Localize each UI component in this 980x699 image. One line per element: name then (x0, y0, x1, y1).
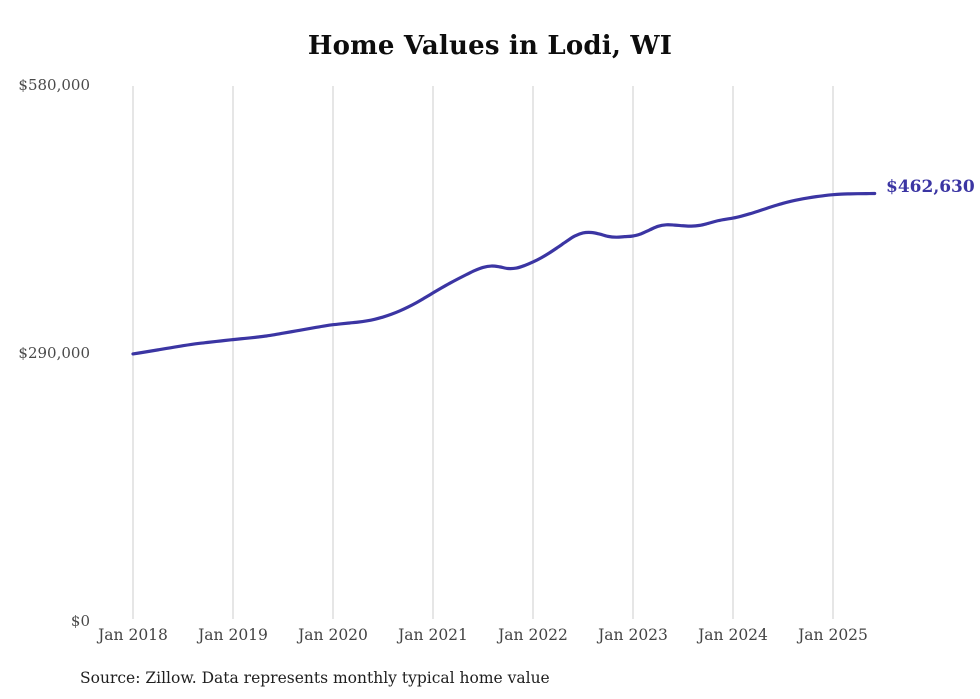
home-value-line (131, 191, 877, 356)
gridlines (132, 86, 834, 619)
x-tick-label: Jan 2024 (698, 626, 768, 644)
y-tick-label: $290,000 (18, 344, 90, 362)
current-value-label: $462,630 (886, 177, 975, 197)
y-tick-label: $580,000 (18, 76, 90, 94)
chart-title: Home Values in Lodi, WI (307, 31, 673, 61)
x-tick-label: Jan 2025 (798, 626, 868, 644)
x-tick-label: Jan 2022 (498, 626, 568, 644)
x-tick-label: Jan 2023 (598, 626, 668, 644)
x-tick-label: Jan 2020 (298, 626, 368, 644)
source-note: Source: Zillow. Data represents monthly … (80, 669, 550, 687)
y-tick-label: $0 (70, 612, 90, 630)
x-tick-label: Jan 2019 (198, 626, 268, 644)
x-tick-label: Jan 2018 (98, 626, 168, 644)
x-tick-label: Jan 2021 (398, 626, 468, 644)
